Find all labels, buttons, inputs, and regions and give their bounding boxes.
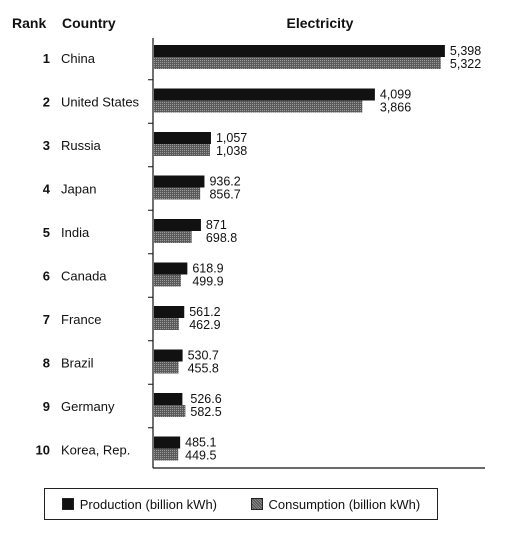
country-header: Country [62, 15, 116, 31]
production-value-label: 871 [206, 218, 227, 232]
production-bar [154, 306, 185, 318]
country-label: Canada [61, 269, 107, 284]
consumption-bar [154, 144, 210, 156]
consumption-bar [154, 100, 363, 113]
legend-production-label: Production (billion kWh) [79, 496, 218, 512]
consumption-value-label: 5,322 [450, 57, 481, 71]
production-swatch [61, 498, 74, 510]
consumption-bar [154, 231, 192, 243]
consumption-bar [154, 361, 179, 374]
country-label: United States [61, 95, 140, 110]
country-label: India [61, 225, 90, 240]
production-bar [154, 262, 188, 275]
production-bar [154, 436, 181, 449]
consumption-value-label: 698.8 [206, 231, 237, 245]
production-bar [154, 219, 201, 231]
production-bar [154, 88, 375, 101]
consumption-value-label: 582.5 [190, 405, 221, 419]
production-value-label: 485.1 [185, 436, 216, 450]
country-label: France [61, 312, 101, 327]
consumption-value-label: 455.8 [188, 362, 219, 376]
rank-header: Rank [12, 15, 46, 31]
consumption-value-label: 1,038 [216, 144, 247, 158]
consumption-bar [154, 274, 181, 287]
country-label: Brazil [61, 356, 94, 371]
production-value-label: 5,398 [450, 44, 481, 58]
chart-title: Electricity [287, 15, 354, 31]
consumption-value-label: 3,866 [380, 101, 411, 115]
rank-label: 1 [43, 51, 50, 66]
country-label: China [61, 51, 96, 66]
legend-consumption-label: Consumption (billion kWh) [268, 496, 421, 512]
production-bar [154, 393, 183, 405]
consumption-bar [154, 187, 201, 200]
rank-label: 7 [43, 312, 50, 327]
production-value-label: 561.2 [189, 305, 220, 319]
production-value-label: 1,057 [216, 131, 247, 145]
consumption-value-label: 856.7 [209, 188, 240, 202]
rank-label: 9 [43, 399, 50, 414]
production-value-label: 936.2 [209, 175, 240, 189]
consumption-value-label: 499.9 [192, 275, 223, 289]
consumption-bar [154, 405, 186, 417]
production-value-label: 530.7 [188, 349, 219, 363]
production-value-label: 526.6 [190, 392, 221, 406]
legend: Production (billion kWh) Consumption (bi… [44, 488, 438, 520]
production-bar [154, 132, 211, 144]
rank-label: 5 [43, 225, 50, 240]
rank-label: 10 [36, 443, 50, 458]
country-label: Russia [61, 138, 102, 153]
country-label: Germany [61, 399, 115, 414]
consumption-bar [154, 448, 179, 461]
consumption-value-label: 449.5 [185, 449, 216, 463]
consumption-swatch [250, 498, 263, 510]
production-bar [154, 175, 205, 188]
rank-label: 2 [43, 95, 50, 110]
consumption-value-label: 462.9 [189, 318, 220, 332]
consumption-bar [154, 318, 179, 330]
rank-label: 3 [43, 138, 50, 153]
rank-label: 6 [43, 269, 50, 284]
legend-item-production: Production (billion kWh) [61, 496, 218, 512]
production-bar [154, 349, 183, 362]
country-label: Korea, Rep. [61, 443, 130, 458]
country-label: Japan [61, 182, 96, 197]
production-value-label: 618.9 [192, 262, 223, 276]
rank-label: 4 [43, 182, 51, 197]
consumption-bar [154, 57, 441, 69]
legend-item-consumption: Consumption (billion kWh) [250, 496, 421, 512]
production-bar [154, 45, 445, 57]
production-value-label: 4,099 [380, 88, 411, 102]
rank-label: 8 [43, 356, 50, 371]
